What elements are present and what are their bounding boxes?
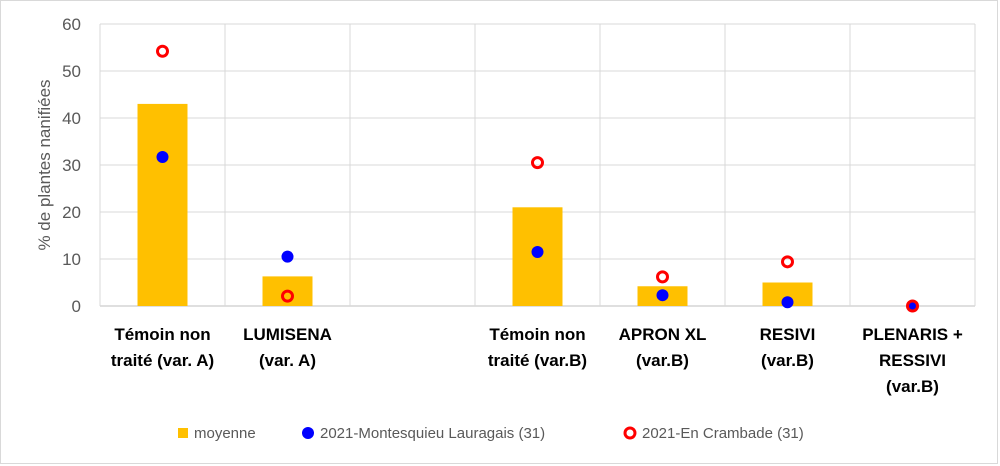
legend-label: 2021-Montesquieu Lauragais (31) (320, 425, 545, 442)
ring-point (281, 289, 294, 303)
category-label: (var. A) (259, 351, 316, 370)
y-tick-label: 60 (62, 15, 81, 34)
category-label: traité (var. A) (111, 351, 214, 370)
dot-point (156, 151, 169, 164)
legend-label: moyenne (194, 425, 256, 442)
legend-label: 2021-En Crambade (31) (642, 425, 804, 442)
bar-series (137, 103, 813, 307)
y-axis-ticks: 0 10 20 30 40 50 60 (62, 15, 81, 316)
category-label: RESSIVI (879, 351, 946, 370)
dot-point (781, 296, 794, 309)
y-tick-label: 0 (72, 297, 81, 316)
category-label: (var.B) (886, 377, 939, 396)
category-label: PLENARIS + (862, 325, 963, 344)
dot-point (281, 250, 294, 263)
category-label: Témoin non (489, 325, 585, 344)
legend-marker-dot (302, 427, 314, 439)
category-label: RESIVI (760, 325, 816, 344)
legend-marker-ring (623, 426, 637, 440)
category-label: traité (var.B) (488, 351, 587, 370)
legend-marker-bar (178, 428, 188, 438)
ring-point (656, 270, 669, 284)
y-tick-label: 10 (62, 250, 81, 269)
category-label: (var.B) (636, 351, 689, 370)
category-label: (var.B) (761, 351, 814, 370)
y-tick-label: 50 (62, 62, 81, 81)
ring-series (156, 44, 919, 313)
y-tick-label: 20 (62, 203, 81, 222)
ring-point (156, 44, 169, 58)
category-label: Témoin non (114, 325, 210, 344)
dot-point (531, 245, 544, 258)
legend: moyenne 2021-Montesquieu Lauragais (31) 20… (178, 425, 804, 442)
y-tick-label: 40 (62, 109, 81, 128)
bar (137, 103, 188, 307)
y-axis-label: % de plantes nanifiées (35, 79, 54, 250)
dot-point (656, 289, 669, 302)
ring-point (781, 255, 794, 269)
category-labels: Témoin non traité (var. A) LUMISENA (var. A… (111, 325, 963, 396)
y-tick-label: 30 (62, 156, 81, 175)
ring-point (531, 156, 544, 170)
ring-point (906, 299, 919, 313)
bar (762, 282, 813, 306)
gridlines (99, 23, 976, 307)
category-label: APRON XL (619, 325, 707, 344)
category-label: LUMISENA (243, 325, 332, 344)
